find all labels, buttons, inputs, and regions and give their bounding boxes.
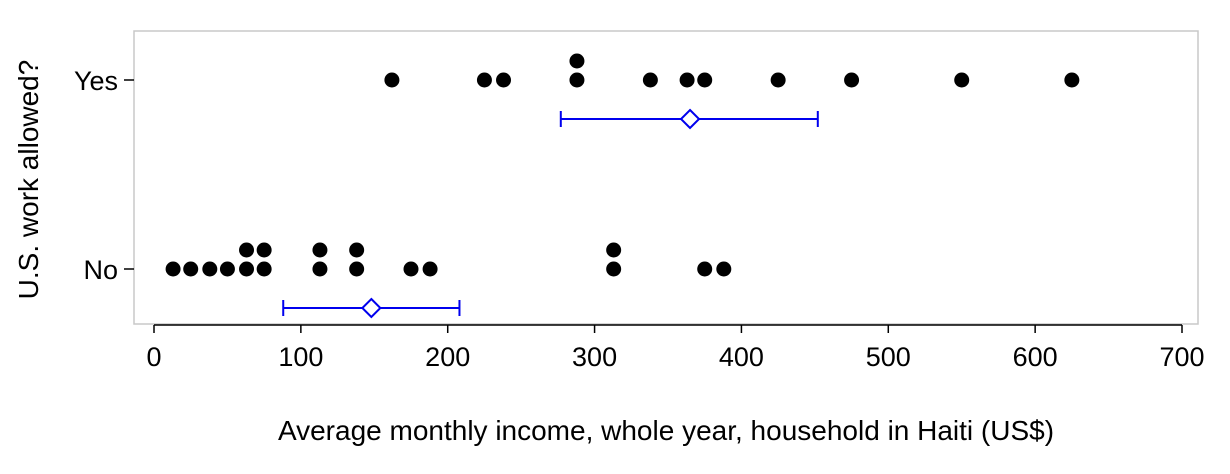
x-axis: 0 100 200 300 400 500 600 700 xyxy=(146,324,1205,372)
data-point-no xyxy=(349,242,365,258)
plot-frame xyxy=(133,30,1199,325)
data-point-no xyxy=(312,242,328,258)
y-axis: No Yes xyxy=(74,66,134,285)
data-point-no xyxy=(697,261,713,277)
data-point-no xyxy=(256,242,272,258)
data-point-no xyxy=(239,261,255,277)
data-point-yes xyxy=(569,72,585,88)
x-tick-label: 500 xyxy=(866,342,911,372)
data-point-yes xyxy=(844,72,860,88)
data-point-no xyxy=(256,261,272,277)
x-tick-label: 300 xyxy=(572,342,617,372)
data-point-yes xyxy=(697,72,713,88)
data-point-no xyxy=(165,261,181,277)
data-point-yes xyxy=(642,72,658,88)
data-point-yes xyxy=(476,72,492,88)
y-tick-label-yes: Yes xyxy=(74,66,118,96)
data-point-no xyxy=(312,261,328,277)
mean-marker-no xyxy=(360,297,382,319)
data-point-no xyxy=(606,242,622,258)
data-point-no xyxy=(403,261,419,277)
summary-intervals xyxy=(282,108,819,319)
x-tick-label: 400 xyxy=(719,342,764,372)
x-tick-label: 600 xyxy=(1013,342,1058,372)
data-point-no xyxy=(183,261,199,277)
x-tick-label: 200 xyxy=(425,342,470,372)
data-point-no xyxy=(606,261,622,277)
data-point-no xyxy=(219,261,235,277)
data-points xyxy=(165,53,1080,277)
data-point-no xyxy=(202,261,218,277)
data-point-yes xyxy=(770,72,786,88)
data-point-yes xyxy=(384,72,400,88)
data-point-yes xyxy=(1064,72,1080,88)
mean-marker-yes xyxy=(679,108,701,130)
x-tick-label: 0 xyxy=(146,342,161,372)
data-point-no xyxy=(422,261,438,277)
data-point-yes xyxy=(569,53,585,69)
data-point-no xyxy=(239,242,255,258)
data-point-no xyxy=(716,261,732,277)
data-point-yes xyxy=(954,72,970,88)
data-point-yes xyxy=(496,72,512,88)
data-point-no xyxy=(349,261,365,277)
x-tick-label: 100 xyxy=(278,342,323,372)
x-axis-title: Average monthly income, whole year, hous… xyxy=(278,415,1054,446)
y-tick-label-no: No xyxy=(83,255,118,285)
x-tick-label: 700 xyxy=(1159,342,1204,372)
y-axis-title: U.S. work allowed? xyxy=(13,60,44,300)
data-point-yes xyxy=(679,72,695,88)
